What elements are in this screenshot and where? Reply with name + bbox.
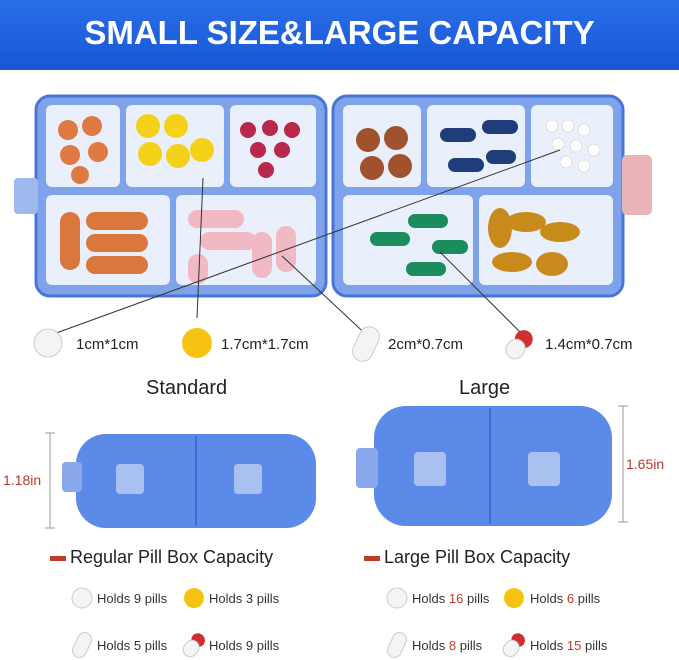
holds-text: Holds 16 pills xyxy=(412,591,489,606)
holds-word: Holds xyxy=(530,591,564,606)
pill-size: 1.7cm*1.7cm xyxy=(221,336,309,353)
holds-word: Holds xyxy=(97,591,131,606)
box-height: 1.18in xyxy=(3,472,42,488)
holds-word: Holds xyxy=(209,591,243,606)
box-name: Large xyxy=(459,377,511,399)
holds-text: Holds 6 pills xyxy=(530,591,600,606)
large-box xyxy=(356,405,628,526)
pill-count: 9 xyxy=(245,638,254,653)
pill-size: 2cm*0.7cm xyxy=(388,336,464,353)
capacity-title: Large Pill Box Capacity xyxy=(364,547,570,568)
pill-count: 3 xyxy=(245,591,254,606)
holds-word: Holds xyxy=(412,638,446,653)
holds-word: pills xyxy=(144,591,168,606)
pill-count: 5 xyxy=(133,638,142,653)
holds-word: Holds xyxy=(209,638,243,653)
holds-text: Holds 3 pills xyxy=(209,591,279,606)
pill-count: 15 xyxy=(566,638,582,653)
holds-word: pills xyxy=(466,591,490,606)
holds-text: Holds 9 pills xyxy=(97,591,167,606)
holds-word: Holds xyxy=(412,591,446,606)
holds-word: Holds xyxy=(97,638,131,653)
holds-word: pills xyxy=(256,591,280,606)
organizer xyxy=(14,94,652,341)
capacity-title: Regular Pill Box Capacity xyxy=(50,547,273,568)
holds-word: pills xyxy=(584,638,608,653)
holds-word: pills xyxy=(577,591,601,606)
pill-count: 6 xyxy=(566,591,575,606)
header-band xyxy=(0,0,679,70)
pill-count: 16 xyxy=(448,591,464,606)
header-title: SMALL SIZE&LARGE CAPACITY xyxy=(84,14,595,51)
holds-word: pills xyxy=(459,638,483,653)
holds-text: Holds 8 pills xyxy=(412,638,482,653)
holds-text: Holds 15 pills xyxy=(530,638,607,653)
pill-size: 1.4cm*0.7cm xyxy=(545,336,633,353)
holds-text: Holds 9 pills xyxy=(209,638,279,653)
standard-box xyxy=(45,432,316,529)
holds-text: Holds 5 pills xyxy=(97,638,167,653)
capacity-icons xyxy=(71,587,525,658)
pill-size: 1cm*1cm xyxy=(76,336,139,353)
holds-word: pills xyxy=(144,638,168,653)
pill-count: 9 xyxy=(133,591,142,606)
pill-icons xyxy=(33,326,533,362)
box-height: 1.65in xyxy=(626,456,665,472)
holds-word: Holds xyxy=(530,638,564,653)
holds-word: pills xyxy=(256,638,280,653)
pill-count: 8 xyxy=(448,638,457,653)
box-name: Standard xyxy=(146,377,228,399)
